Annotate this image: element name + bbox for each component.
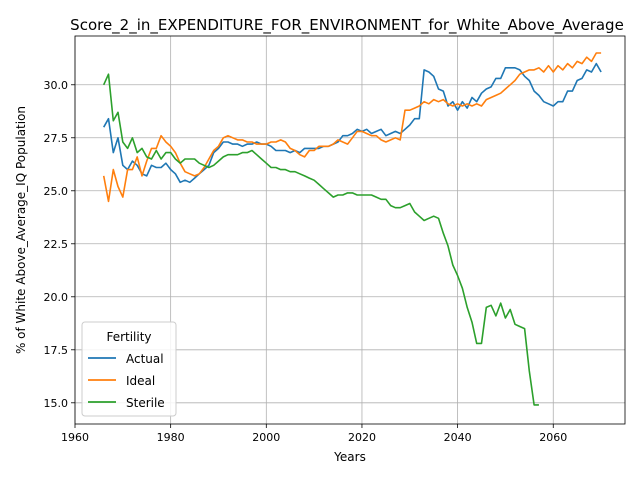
legend-label-ideal: Ideal (126, 374, 155, 388)
legend-label-actual: Actual (126, 352, 164, 366)
legend-title: Fertility (106, 330, 151, 344)
x-tick-label: 2040 (444, 431, 472, 444)
x-axis-ticks: 1960 1980 2000 2020 2040 2060 (61, 424, 567, 444)
chart-title: Score_2_in_EXPENDITURE_FOR_ENVIRONMENT_f… (70, 16, 624, 35)
series-lines (102, 52, 602, 406)
y-tick-label: 20.0 (44, 291, 69, 304)
legend-box (81, 321, 177, 417)
legend: Fertility Actual Ideal Sterile (81, 321, 177, 417)
x-tick-label: 1960 (61, 431, 89, 444)
x-tick-label: 1980 (157, 431, 185, 444)
x-tick-label: 2020 (348, 431, 376, 444)
series-line-actual (103, 62, 602, 184)
series-line-ideal (102, 52, 602, 203)
y-tick-label: 15.0 (44, 397, 69, 410)
y-tick-label: 30.0 (44, 79, 69, 92)
y-axis-ticks: 15.0 17.5 20.0 22.5 25.0 27.5 30.0 (44, 79, 75, 410)
y-tick-label: 25.0 (44, 185, 69, 198)
y-tick-label: 17.5 (44, 344, 69, 357)
x-axis-label: Years (333, 450, 366, 464)
legend-label-sterile: Sterile (126, 396, 165, 410)
y-tick-label: 22.5 (44, 238, 69, 251)
x-tick-label: 2000 (252, 431, 280, 444)
y-axis-label: % of White Above_Average_IQ Population (14, 106, 28, 354)
x-tick-label: 2060 (539, 431, 567, 444)
series-line-sterile (102, 73, 539, 406)
plot-frame (74, 35, 626, 425)
y-tick-label: 27.5 (44, 132, 69, 145)
